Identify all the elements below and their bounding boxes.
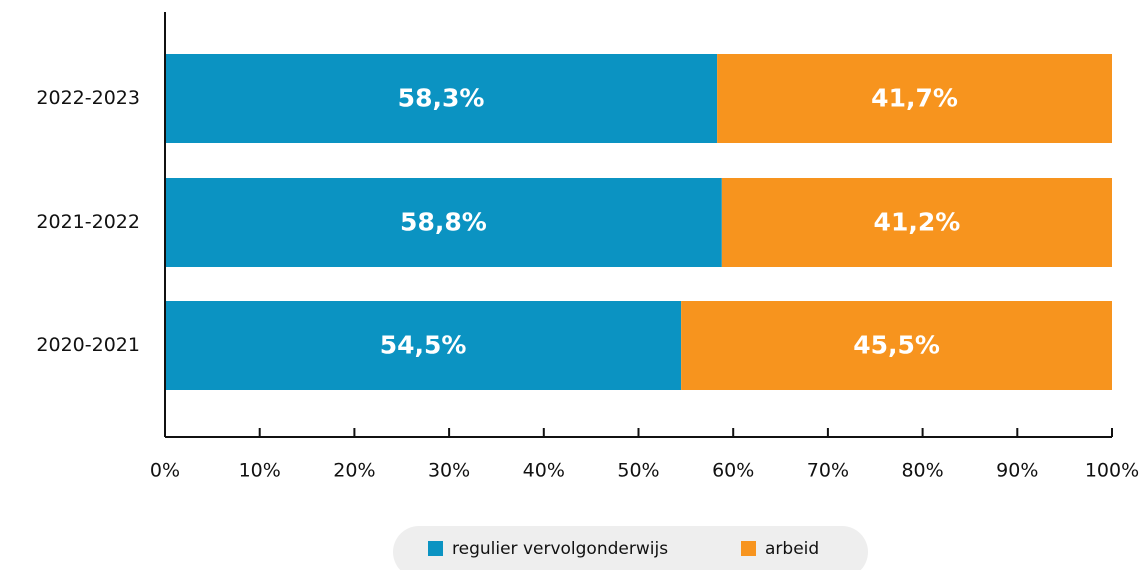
value-label: 41,7% bbox=[871, 84, 958, 113]
x-tick-label: 40% bbox=[523, 460, 565, 482]
x-tick-label: 20% bbox=[333, 460, 375, 482]
legend-swatch bbox=[428, 541, 443, 556]
x-tick-label: 30% bbox=[428, 460, 470, 482]
value-label: 45,5% bbox=[853, 331, 940, 360]
value-label: 58,8% bbox=[400, 208, 487, 237]
bar-segment bbox=[165, 178, 722, 267]
x-tick-label: 90% bbox=[996, 460, 1038, 482]
legend-label: arbeid bbox=[765, 539, 819, 559]
x-tick-label: 50% bbox=[617, 460, 659, 482]
x-tick-label: 60% bbox=[712, 460, 754, 482]
x-tick-label: 70% bbox=[807, 460, 849, 482]
y-tick-label: 2021-2022 bbox=[36, 211, 140, 233]
bar-segment bbox=[681, 301, 1112, 390]
bar-segment bbox=[717, 54, 1112, 143]
y-tick-label: 2020-2021 bbox=[36, 334, 140, 356]
value-label: 54,5% bbox=[380, 331, 467, 360]
value-label: 58,3% bbox=[398, 84, 485, 113]
bar-segment bbox=[165, 301, 682, 390]
y-tick-label: 2022-2023 bbox=[36, 87, 140, 109]
bar-segment bbox=[165, 54, 718, 143]
x-tick-label: 80% bbox=[901, 460, 943, 482]
x-tick-label: 0% bbox=[150, 460, 180, 482]
legend-swatch bbox=[741, 541, 756, 556]
legend-background bbox=[393, 526, 868, 570]
value-label: 41,2% bbox=[874, 208, 961, 237]
legend-label: regulier vervolgonderwijs bbox=[452, 539, 668, 559]
bar-segment bbox=[721, 178, 1112, 267]
x-tick-label: 100% bbox=[1085, 460, 1139, 482]
x-tick-label: 10% bbox=[239, 460, 281, 482]
